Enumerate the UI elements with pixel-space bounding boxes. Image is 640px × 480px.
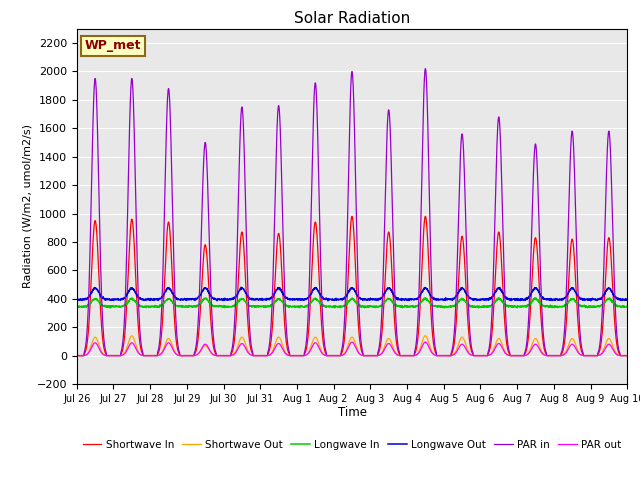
Longwave Out [324,298,332,303]
Longwave In [513,304,520,310]
PAR out [623,353,631,359]
Line: Longwave Out: Longwave Out [77,287,627,300]
Shortwave Out [512,353,520,359]
Longwave In [368,303,376,309]
PAR in [422,66,429,72]
Longwave Out [623,297,631,302]
Shortwave Out [368,353,376,359]
PAR out [512,353,520,359]
Line: Shortwave In: Shortwave In [77,216,627,356]
Shortwave Out [227,353,234,359]
Longwave Out [73,297,81,302]
Text: WP_met: WP_met [85,39,141,52]
PAR out [380,348,388,354]
Shortwave In [512,353,520,359]
PAR in [590,353,598,359]
PAR in [227,353,234,359]
Shortwave In [590,353,598,359]
Shortwave In [623,353,631,359]
PAR in [380,254,388,260]
Legend: Shortwave In, Shortwave Out, Longwave In, Longwave Out, PAR in, PAR out: Shortwave In, Shortwave Out, Longwave In… [79,435,625,454]
Line: PAR in: PAR in [77,69,627,356]
Longwave Out [369,297,376,303]
Longwave In [591,303,598,309]
Longwave Out [575,294,583,300]
Shortwave Out [128,333,136,338]
Shortwave Out [623,353,631,359]
Longwave In [106,305,114,311]
Shortwave In [227,353,234,359]
Longwave Out [380,291,388,297]
PAR out [227,353,234,359]
Shortwave In [73,353,81,359]
Shortwave In [368,353,376,359]
Title: Solar Radiation: Solar Radiation [294,11,410,26]
Shortwave In [422,214,429,219]
Shortwave Out [590,353,598,359]
Line: Longwave In: Longwave In [77,298,627,308]
Longwave Out [591,297,598,302]
Shortwave Out [73,353,81,359]
PAR out [422,339,429,345]
Shortwave In [380,303,388,309]
Y-axis label: Radiation (W/m2, umol/m2/s): Radiation (W/m2, umol/m2/s) [22,124,33,288]
PAR out [368,353,376,359]
PAR out [590,353,598,359]
Line: Shortwave Out: Shortwave Out [77,336,627,356]
Longwave In [73,303,81,309]
Longwave In [227,304,234,310]
Longwave Out [513,297,520,302]
PAR out [575,350,582,356]
Longwave In [623,304,631,310]
PAR in [73,353,81,359]
Longwave In [495,295,503,301]
Shortwave In [575,330,582,336]
PAR in [512,353,520,359]
Longwave Out [227,297,234,302]
Line: PAR out: PAR out [77,342,627,356]
Longwave Out [237,284,245,290]
X-axis label: Time: Time [337,407,367,420]
Shortwave Out [575,349,582,355]
PAR out [73,353,81,359]
PAR in [623,353,631,359]
Longwave In [380,300,388,306]
Longwave In [575,302,583,308]
PAR in [575,308,582,314]
PAR in [368,353,376,359]
Shortwave Out [380,345,388,351]
